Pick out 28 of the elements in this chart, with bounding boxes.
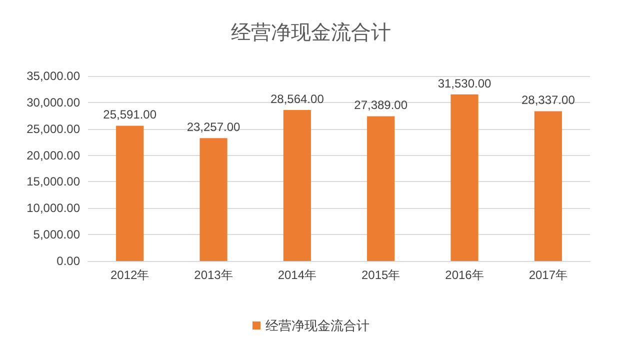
x-tick-label: 2016年 bbox=[445, 268, 484, 282]
y-tick-label: 30,000.00 bbox=[26, 95, 80, 110]
bar bbox=[200, 138, 228, 261]
x-tick-label: 2013年 bbox=[194, 268, 233, 282]
x-tick-label: 2015年 bbox=[361, 268, 400, 282]
x-tick-label: 2014年 bbox=[278, 268, 317, 282]
data-label: 25,591.00 bbox=[103, 108, 157, 122]
data-label: 23,257.00 bbox=[186, 120, 241, 134]
y-tick-label: 10,000.00 bbox=[26, 201, 80, 216]
y-tick-label: 20,000.00 bbox=[26, 148, 80, 162]
bar bbox=[283, 110, 311, 261]
data-label: 27,389.00 bbox=[354, 98, 408, 112]
bar bbox=[367, 116, 395, 261]
y-tick-label: 0.00 bbox=[56, 254, 80, 268]
bar bbox=[116, 126, 144, 261]
data-label: 31,530.00 bbox=[438, 76, 492, 90]
bar bbox=[534, 111, 562, 261]
x-tick-label: 2017年 bbox=[528, 268, 568, 282]
data-label: 28,564.00 bbox=[270, 92, 324, 106]
y-tick-label: 5,000.00 bbox=[33, 228, 80, 242]
chart-title: 经营净现金流合计 bbox=[231, 22, 391, 44]
y-tick-label: 15,000.00 bbox=[26, 174, 80, 189]
y-tick-label: 25,000.00 bbox=[26, 122, 80, 136]
legend-label: 经营净现金流合计 bbox=[266, 318, 370, 333]
y-tick-label: 35,000.00 bbox=[26, 69, 80, 83]
data-label: 28,337.00 bbox=[521, 93, 576, 108]
bar bbox=[450, 94, 478, 261]
x-tick-label: 2012年 bbox=[110, 268, 150, 282]
